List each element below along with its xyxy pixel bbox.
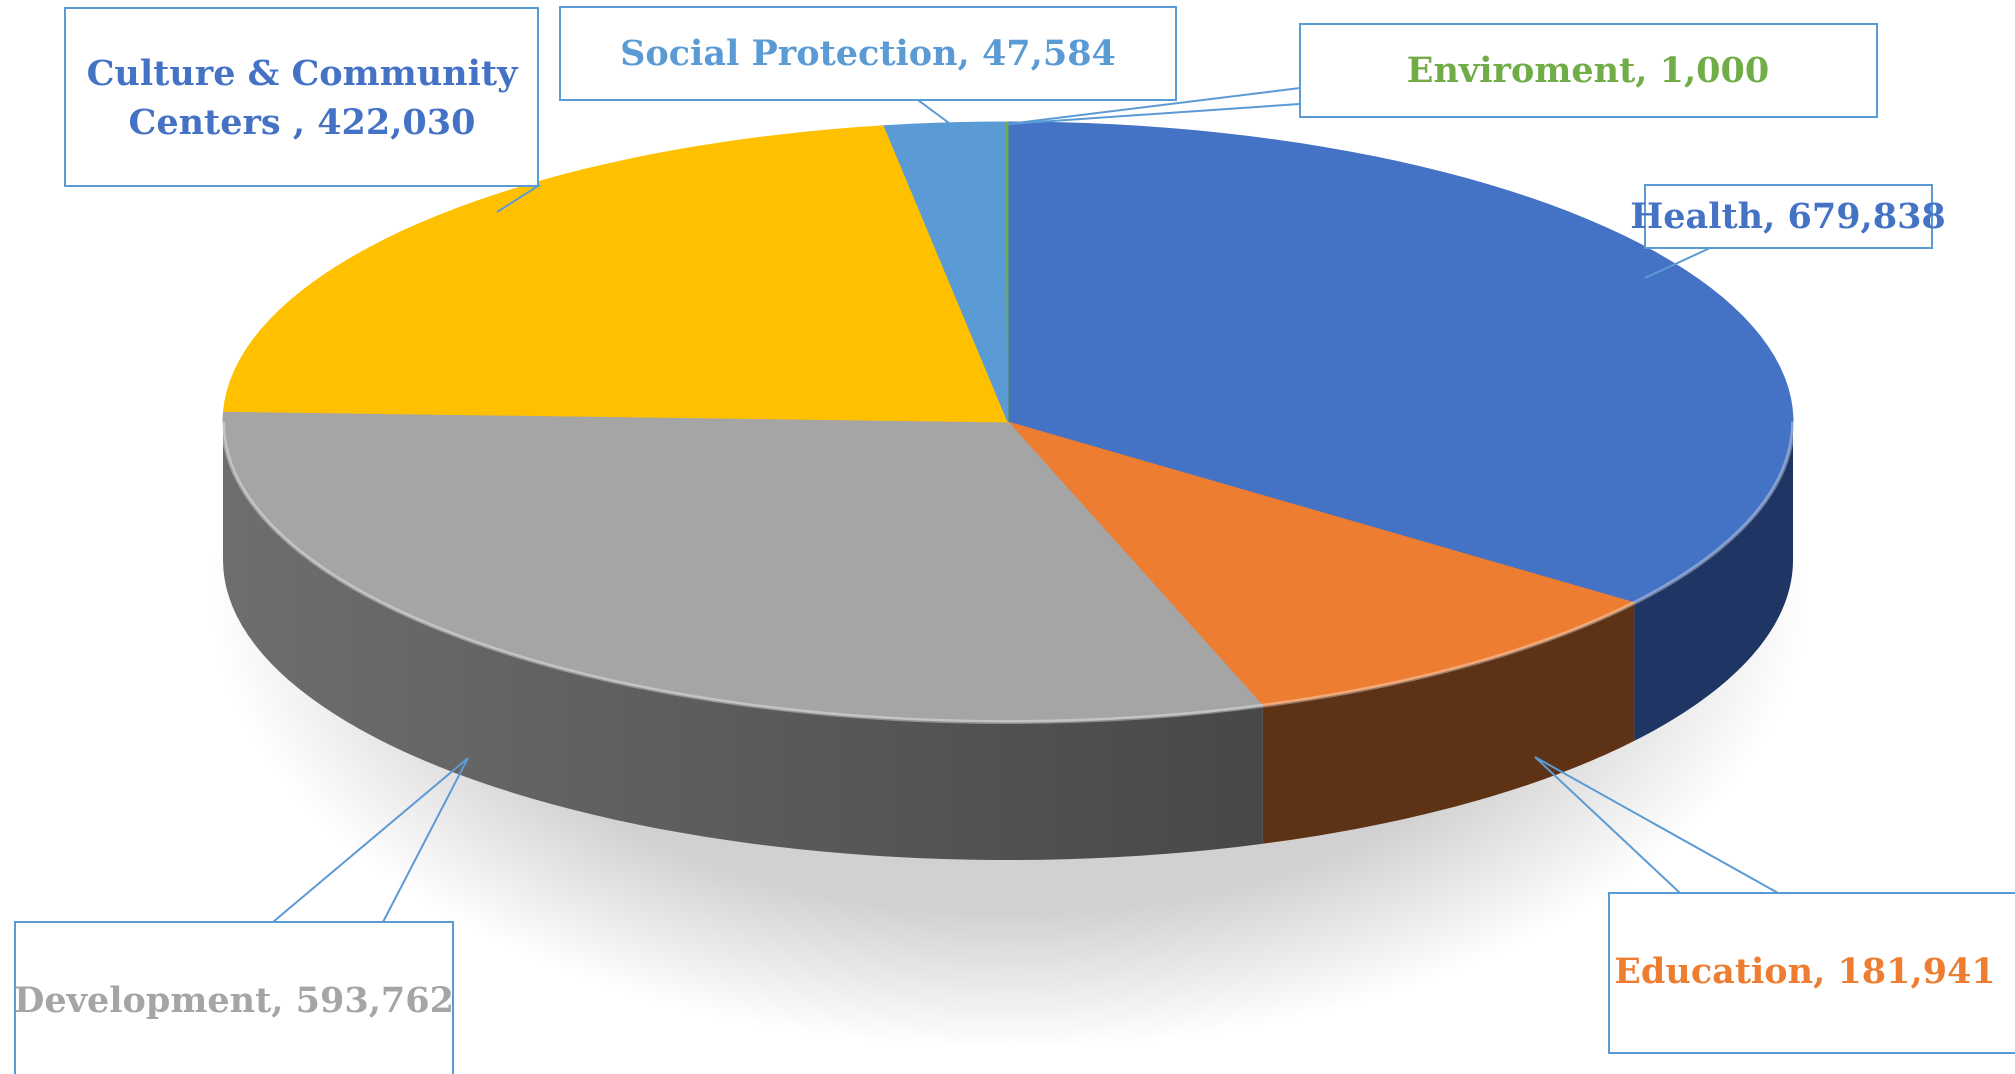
callout-environment: Enviroment, 1,000 — [1007, 23, 1878, 125]
label-social-protection: Social Protection, 47,584 — [620, 33, 1116, 74]
callout-box-education — [1608, 892, 2015, 1054]
callout-culture: Culture & Community Centers , 422,030 — [64, 7, 542, 213]
callout-education: Education, 181,941 — [1534, 756, 2015, 1054]
label-culture-line1: Culture & Community — [87, 53, 520, 94]
callout-box-culture — [64, 7, 539, 187]
leader-line-environment-2 — [1007, 87, 1301, 125]
label-development: Development, 593,762 — [14, 980, 454, 1021]
label-environment: Enviroment, 1,000 — [1407, 50, 1769, 91]
pie-slice-social-protection — [883, 121, 1009, 423]
pie-rim-highlight — [221, 421, 1795, 724]
pie-slice-health — [1007, 121, 1794, 604]
callout-box-social — [559, 6, 1177, 101]
label-culture-line2: Centers , 422,030 — [128, 102, 475, 143]
callout-development: Development, 593,762 — [14, 757, 469, 1074]
label-education: Education, 181,941 — [1614, 951, 1996, 992]
pie-slice-education — [1006, 421, 1636, 707]
callout-box-health — [1644, 184, 1933, 249]
pie-top-layer — [221, 121, 1795, 724]
pie-side-layer — [223, 422, 1793, 860]
pie-slice-enviroment — [1004, 121, 1009, 423]
pie-side-education — [1262, 602, 1635, 844]
leader-line-development-2 — [382, 757, 469, 923]
leader-line-development — [272, 757, 469, 923]
label-health: Health, 679,838 — [1630, 196, 1946, 237]
pie-side-health — [1634, 422, 1793, 741]
pie-side-shade-development — [223, 422, 1263, 860]
callout-box-environment — [1299, 23, 1878, 118]
pie-slice-development — [222, 410, 1264, 723]
leader-line-education-2 — [1534, 756, 1681, 894]
callout-box-development — [14, 921, 454, 1074]
callout-health: Health, 679,838 — [1630, 184, 1946, 279]
pie-slice-culture-community-centers — [222, 125, 1009, 423]
callout-social-protection: Social Protection, 47,584 — [559, 6, 1177, 127]
